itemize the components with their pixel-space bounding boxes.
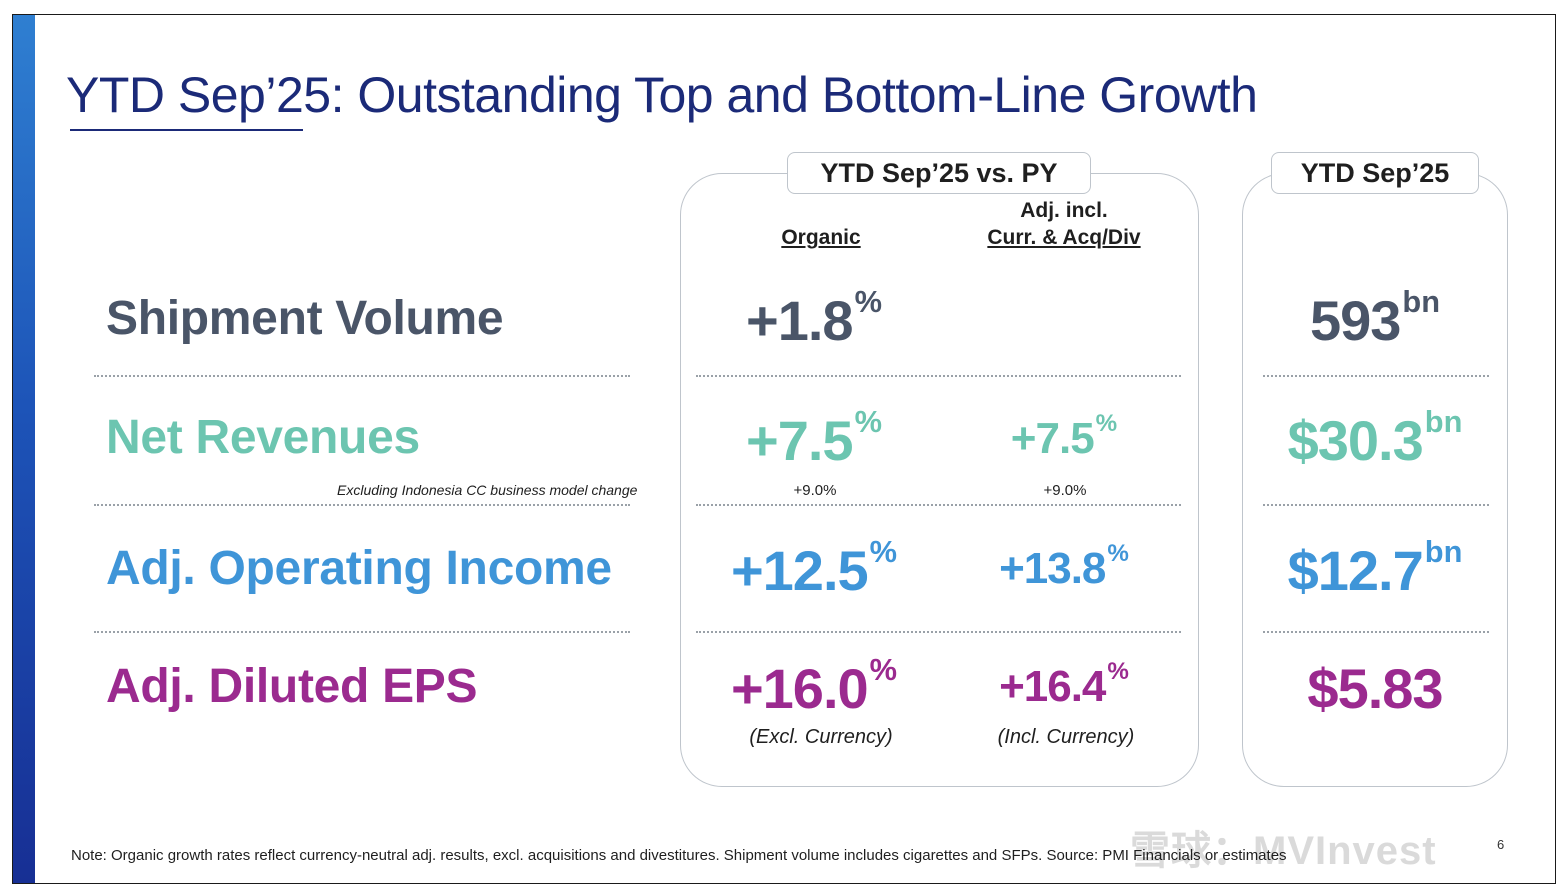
- accent-sidebar: [13, 15, 35, 883]
- revenues-ytd-value: $30.3bn: [1287, 404, 1463, 472]
- net-revenues-label: Net Revenues: [106, 411, 420, 464]
- revenues-organic-value: +7.5%: [746, 404, 882, 472]
- shipment-volume-label: Shipment Volume: [106, 292, 504, 345]
- col-organic-header: Organic: [760, 224, 882, 251]
- operating-organic-value: +12.5%: [730, 534, 898, 602]
- operating-income-label: Adj. Operating Income: [106, 542, 612, 595]
- watermark: 雪球：MVInvest: [1130, 829, 1437, 873]
- row-divider: [696, 375, 1181, 377]
- vs-py-header: YTD Sep’25 vs. PY: [787, 152, 1091, 194]
- ytd-header: YTD Sep’25: [1271, 152, 1479, 194]
- row-divider: [696, 631, 1181, 633]
- row-divider: [94, 631, 630, 633]
- col-adj-header: Adj. incl. Curr. & Acq/Div: [974, 197, 1154, 251]
- row-divider: [1263, 375, 1489, 377]
- title-underline: [70, 129, 303, 131]
- eps-ytd-value: $5.83: [1307, 657, 1443, 720]
- eps-organic-value: +16.0%: [730, 652, 898, 720]
- eps-adj-sub: (Incl. Currency): [997, 726, 1135, 748]
- eps-organic-sub: (Excl. Currency): [749, 726, 893, 748]
- diluted-eps-label: Adj. Diluted EPS: [106, 660, 478, 713]
- row-divider: [94, 504, 630, 506]
- row-divider: [94, 375, 630, 377]
- row-divider: [1263, 504, 1489, 506]
- col-adj-line2: Curr. & Acq/Div: [987, 226, 1141, 249]
- row-divider: [696, 504, 1181, 506]
- operating-adj-value: +13.8%: [999, 540, 1129, 593]
- col-adj-line1: Adj. incl.: [1020, 199, 1108, 222]
- shipment-organic-value: +1.8%: [746, 284, 882, 352]
- revenues-adj-value: +7.5%: [1010, 410, 1118, 463]
- eps-adj-value: +16.4%: [999, 658, 1129, 711]
- footnote: Note: Organic growth rates reflect curre…: [71, 847, 1287, 864]
- shipment-ytd-value: 593bn: [1309, 284, 1441, 352]
- revenues-organic-sub: +9.0%: [793, 482, 837, 499]
- row-divider: [1263, 631, 1489, 633]
- operating-ytd-value: $12.7bn: [1287, 534, 1463, 602]
- revenues-adj-sub: +9.0%: [1043, 482, 1087, 499]
- revenues-note: Excluding Indonesia CC business model ch…: [337, 482, 638, 498]
- slide-title: YTD Sep’25: Outstanding Top and Bottom-L…: [66, 67, 1258, 123]
- page-number: 6: [1497, 837, 1505, 852]
- col-organic-label: Organic: [781, 226, 861, 249]
